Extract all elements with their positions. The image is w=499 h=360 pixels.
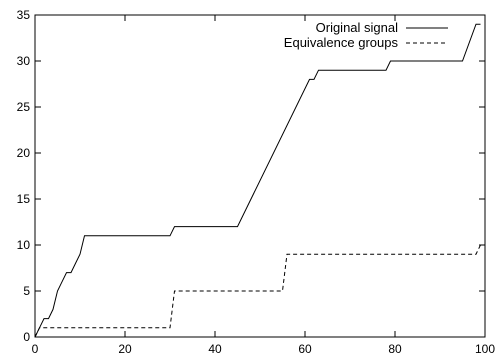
y-tick-label: 20: [17, 146, 31, 160]
y-tick-label: 25: [17, 100, 31, 114]
axis-ticks: 0 20 40 60 80 100 0 5 10 15 20 25 30 35: [17, 8, 496, 356]
x-tick-label: 0: [32, 342, 39, 356]
legend-label-1: Equivalence groups: [284, 35, 399, 50]
series-line-0: [34, 23, 481, 338]
y-tick-label: 0: [23, 330, 30, 344]
series-line-1: [34, 244, 481, 338]
x-tick-label: 20: [118, 342, 132, 356]
legend-label-0: Original signal: [316, 20, 398, 35]
x-tick-label: 60: [298, 342, 312, 356]
x-tick-label: 80: [388, 342, 402, 356]
x-tick-label: 100: [475, 342, 495, 356]
y-tick-label: 10: [17, 238, 31, 252]
series-layer: [34, 23, 481, 338]
y-tick-label: 15: [17, 192, 31, 206]
x-tick-label: 40: [208, 342, 222, 356]
plot-frame: [34, 14, 486, 338]
y-tick-label: 5: [23, 284, 30, 298]
y-tick-label: 30: [17, 54, 31, 68]
y-tick-label: 35: [17, 8, 31, 22]
